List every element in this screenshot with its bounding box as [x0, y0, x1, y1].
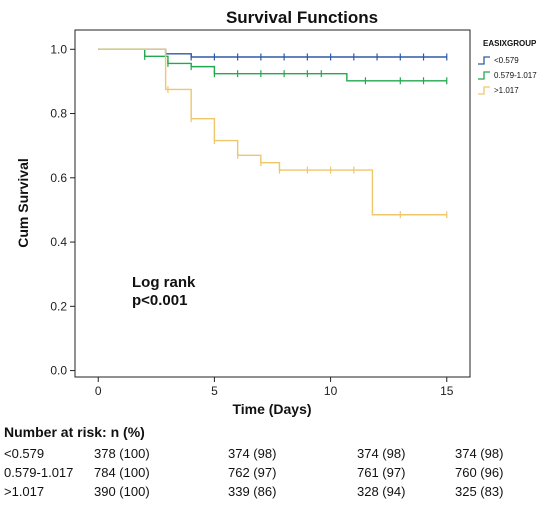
legend-label: >1.017: [494, 86, 519, 95]
risk-row-label: >1.017: [4, 484, 45, 499]
legend-item: >1.017: [478, 86, 519, 95]
legend-label: <0.579: [494, 56, 519, 65]
risk-table-row: 0.579-1.017 784 (100) 762 (97) 761 (97) 760 …: [0, 465, 550, 485]
plot-frame: [74, 29, 471, 378]
legend-swatch: [478, 86, 490, 95]
x-axis-label: Time (Days): [232, 401, 311, 417]
risk-cell: 761 (97): [357, 465, 406, 480]
y-axis-ticks: 0.0 0.2 0.4 0.6 0.8 1.0: [50, 42, 75, 378]
risk-table-row: >1.017 390 (100) 339 (86) 328 (94) 325 (83): [0, 484, 550, 504]
legend: EASIXGROUP <0.579 0.579-1.017 >1.017: [478, 39, 537, 95]
risk-cell: 339 (86): [228, 484, 277, 499]
y-tick-label: 0.0: [50, 364, 67, 378]
x-tick-label: 15: [440, 384, 454, 398]
y-tick-label: 1.0: [50, 42, 67, 56]
risk-cell: 374 (98): [228, 446, 277, 461]
series-0: [98, 48, 448, 61]
risk-row-label: <0.579: [4, 446, 45, 461]
survival-curves: [98, 48, 448, 219]
y-tick-label: 0.4: [50, 235, 67, 249]
series-1: [98, 48, 448, 85]
series-2: [98, 48, 448, 219]
y-tick-label: 0.8: [50, 107, 67, 121]
legend-swatch: [478, 56, 490, 65]
annotation-p-value: p<0.001: [132, 292, 187, 309]
x-axis-ticks: 0 5 10 15: [95, 377, 454, 398]
survival-chart: Survival Functions Cum Survival Time (Da…: [15, 8, 537, 417]
risk-row-label: 0.579-1.017: [4, 465, 74, 480]
risk-cell: 784 (100): [94, 465, 150, 480]
risk-cell: 328 (94): [357, 484, 406, 499]
survival-step-line: [98, 48, 447, 82]
y-tick-label: 0.2: [50, 299, 67, 313]
log-rank-annotation: Log rank p<0.001: [132, 274, 196, 309]
risk-table-header: Number at risk: n (%): [4, 424, 145, 440]
legend-item: 0.579-1.017: [478, 71, 537, 80]
risk-cell: 374 (98): [357, 446, 406, 461]
risk-cell: 390 (100): [94, 484, 150, 499]
annotation-log-rank: Log rank: [132, 274, 196, 291]
legend-label: 0.579-1.017: [494, 71, 537, 80]
legend-item: <0.579: [478, 56, 519, 65]
risk-cell: 760 (96): [455, 465, 504, 480]
survival-step-line: [98, 48, 447, 216]
chart-title: Survival Functions: [226, 8, 378, 27]
x-tick-label: 10: [324, 384, 338, 398]
risk-cell: 325 (83): [455, 484, 504, 499]
risk-cell: 378 (100): [94, 446, 150, 461]
x-tick-label: 5: [211, 384, 218, 398]
legend-title: EASIXGROUP: [483, 39, 537, 48]
risk-table-row: <0.579 378 (100) 374 (98) 374 (98) 374 (98): [0, 446, 550, 466]
x-tick-label: 0: [95, 384, 102, 398]
y-axis-label: Cum Survival: [15, 158, 31, 247]
y-tick-label: 0.6: [50, 171, 67, 185]
legend-swatch: [478, 71, 490, 80]
risk-cell: 374 (98): [455, 446, 504, 461]
risk-cell: 762 (97): [228, 465, 277, 480]
